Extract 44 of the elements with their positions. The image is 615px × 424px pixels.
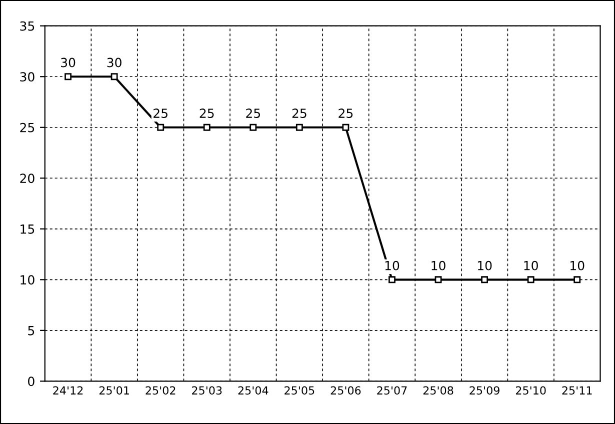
point [434,276,442,284]
point [250,124,257,131]
data-label: 10 [385,260,400,270]
data-label: 25 [200,108,214,118]
y-tick-label: 35 [20,21,34,31]
data-label: 25 [246,108,260,118]
x-tick-label: 24'12 [53,386,83,394]
x-tick-label: 25'06 [330,386,361,395]
x-tick-label: 25'11 [562,386,592,395]
y-tick-label: 25 [20,122,34,132]
x-tick-label: 25'02 [146,386,176,395]
x-tick-label: 25'08 [423,386,454,395]
y-tick-label: 5 [28,326,34,336]
x-tick-label: 25'05 [284,386,314,395]
y-tick-label: 20 [20,174,34,184]
point [342,124,350,131]
point [296,124,303,131]
x-tick-label: 25'10 [516,386,546,395]
x-tick-label: 25'09 [470,386,500,395]
y-tick-label: 10 [20,275,34,285]
point [527,276,534,284]
point [64,73,72,80]
data-label: 25 [338,108,353,118]
x-tick-label: 25'03 [192,386,222,395]
point [157,124,164,131]
point [110,73,118,80]
data-label: 25 [154,108,168,118]
data-label: 30 [107,58,122,68]
point [574,276,581,284]
y-tick-label: 0 [28,376,34,386]
x-tick-label: 25'07 [377,386,407,395]
point [481,276,488,284]
y-tick-label: 15 [20,224,34,234]
x-tick-label: 25'01 [99,386,129,395]
data-label: 10 [570,260,584,270]
data-label: 30 [61,58,76,68]
data-label: 25 [292,108,306,118]
data-label: 10 [432,260,446,270]
data-label: 10 [478,260,492,270]
point [203,124,210,131]
y-tick-label: 30 [20,72,34,82]
x-tick-label: 25'04 [238,386,268,395]
data-label: 10 [524,260,538,270]
point [388,276,396,284]
